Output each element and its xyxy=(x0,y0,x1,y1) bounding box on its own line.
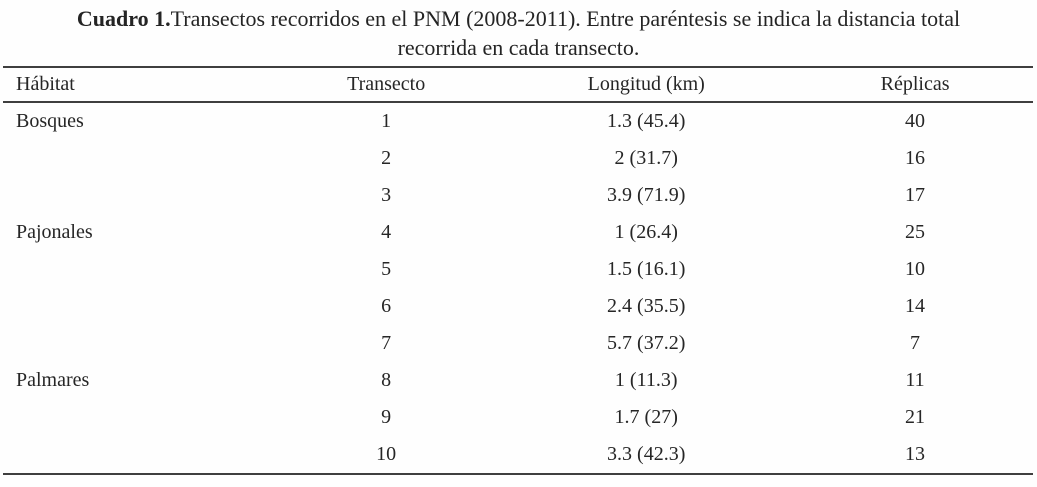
header-habitat: Hábitat xyxy=(3,66,277,103)
table-row: Palmares 8 1 (11.3) 11 xyxy=(3,362,1033,399)
table-body: Bosques 1 1.3 (45.4) 40 2 2 (31.7) 16 3 3.9 (71.… xyxy=(3,102,1033,475)
cell-transecto: 1 xyxy=(381,110,392,132)
caption-line-1: Cuadro 1.Transectos recorridos en el PNM… xyxy=(0,4,1037,33)
cell-longitud: 3.9 (71.9) xyxy=(607,184,686,206)
cell-longitud: 1.5 (16.1) xyxy=(607,258,686,280)
cell-replicas: 11 xyxy=(905,369,925,391)
cell-transecto: 5 xyxy=(381,258,392,280)
cell-transecto: 3 xyxy=(381,184,392,206)
table-row: 9 1.7 (27) 21 xyxy=(3,399,1033,436)
cell-replicas: 17 xyxy=(905,184,926,206)
cell-transecto: 7 xyxy=(381,332,392,354)
header-replicas: Réplicas xyxy=(797,66,1033,103)
cell-replicas: 13 xyxy=(797,436,1033,475)
cell-transecto: 2 xyxy=(381,147,392,169)
cell-habitat: Palmares xyxy=(16,369,90,391)
cell-habitat: Bosques xyxy=(16,110,84,132)
cell-habitat xyxy=(3,399,277,436)
table-row: 10 3.3 (42.3) 13 xyxy=(3,436,1033,475)
cell-transecto: 4 xyxy=(381,221,392,243)
cell-transecto: 8 xyxy=(381,369,392,391)
cell-replicas: 14 xyxy=(905,295,926,317)
cell-replicas: 21 xyxy=(905,406,926,428)
table-row: 2 2 (31.7) 16 xyxy=(3,140,1033,177)
cell-longitud: 1.3 (45.4) xyxy=(607,110,686,132)
cell-longitud: 5.7 (37.2) xyxy=(607,332,686,354)
header-row: Hábitat Transecto Longitud (km) Réplicas xyxy=(3,66,1033,103)
cell-longitud: 2 (31.7) xyxy=(614,147,678,169)
table-caption: Cuadro 1.Transectos recorridos en el PNM… xyxy=(0,0,1037,62)
cell-habitat xyxy=(3,177,277,214)
cell-transecto: 10 xyxy=(276,436,496,475)
cell-replicas: 25 xyxy=(905,221,926,243)
header-transecto: Transecto xyxy=(276,66,496,103)
cell-longitud: 3.3 (42.3) xyxy=(495,436,798,475)
cell-habitat: Pajonales xyxy=(16,221,93,243)
cell-longitud: 2.4 (35.5) xyxy=(607,295,686,317)
cell-replicas: 40 xyxy=(905,110,926,132)
cell-longitud: 1.7 (27) xyxy=(614,406,678,428)
caption-text: Transectos recorridos en el PNM (2008-20… xyxy=(170,6,961,31)
cell-habitat xyxy=(3,325,277,362)
cell-replicas: 16 xyxy=(905,147,926,169)
table-row: Bosques 1 1.3 (45.4) 40 xyxy=(3,102,1033,140)
transects-table: Hábitat Transecto Longitud (km) Réplicas… xyxy=(3,66,1033,475)
cell-habitat xyxy=(3,288,277,325)
cell-longitud: 1 (11.3) xyxy=(614,369,678,391)
cell-habitat xyxy=(3,436,277,475)
cell-replicas: 10 xyxy=(905,258,926,280)
table-row: 3 3.9 (71.9) 17 xyxy=(3,177,1033,214)
cell-replicas: 7 xyxy=(910,332,921,354)
cell-habitat xyxy=(3,140,277,177)
table-row: 5 1.5 (16.1) 10 xyxy=(3,251,1033,288)
cell-longitud: 1 (26.4) xyxy=(614,221,678,243)
caption-label: Cuadro 1. xyxy=(76,6,171,31)
header-longitud: Longitud (km) xyxy=(495,66,798,103)
table-row: 7 5.7 (37.2) 7 xyxy=(3,325,1033,362)
cell-transecto: 9 xyxy=(381,406,392,428)
table-header: Hábitat Transecto Longitud (km) Réplicas xyxy=(3,66,1033,103)
cell-transecto: 6 xyxy=(381,295,392,317)
table-row: Pajonales 4 1 (26.4) 25 xyxy=(3,214,1033,251)
table-row: 6 2.4 (35.5) 14 xyxy=(3,288,1033,325)
cell-habitat xyxy=(3,251,277,288)
caption-line-2: recorrida en cada transecto. xyxy=(397,35,640,60)
